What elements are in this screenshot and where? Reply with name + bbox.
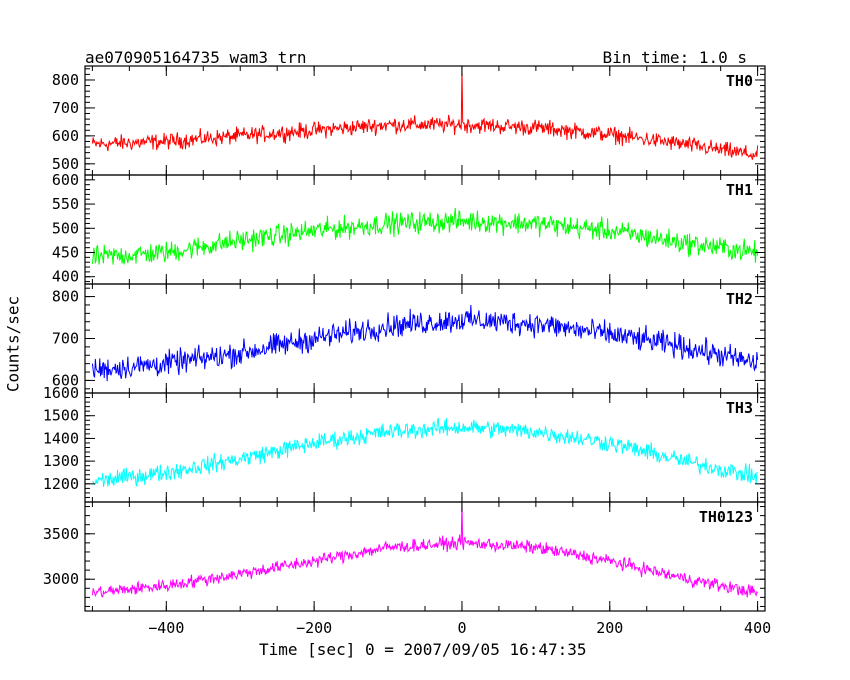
y-tick-label: 1200 xyxy=(43,475,79,493)
y-tick-label: 400 xyxy=(52,268,79,286)
panel-frame-th3 xyxy=(84,392,766,503)
x-tick-label: 200 xyxy=(596,619,623,637)
y-tick-label: 550 xyxy=(52,195,79,213)
y-tick-label: 3000 xyxy=(43,570,79,588)
y-tick-label: 1300 xyxy=(43,452,79,470)
y-tick-label: 600 xyxy=(52,171,79,189)
panel-label-th3: TH3 xyxy=(726,399,753,417)
series-line-th0 xyxy=(91,66,759,160)
y-tick-label: 1600 xyxy=(43,384,79,402)
x-tick-label: 400 xyxy=(744,619,771,637)
y-tick-label: 600 xyxy=(52,127,79,145)
x-tick-label: 0 xyxy=(457,619,466,637)
panel-label-th0123: TH0123 xyxy=(699,508,753,526)
y-tick-label: 3500 xyxy=(43,525,79,543)
panel-frame-th1 xyxy=(84,174,766,285)
x-tick-label: −200 xyxy=(296,619,332,637)
y-tick-label: 600 xyxy=(52,371,79,389)
panel-frame-th0123 xyxy=(84,501,766,612)
y-tick-label: 800 xyxy=(52,288,79,306)
series-line-th1 xyxy=(91,207,759,266)
bin-time-label: Bin time: 1.0 s xyxy=(602,48,748,67)
panel-label-th1: TH1 xyxy=(726,181,753,199)
y-axis-label: Counts/sec xyxy=(3,295,23,393)
y-tick-label: 500 xyxy=(52,155,79,173)
panel-label-th2: TH2 xyxy=(726,290,753,308)
chart-title: ae070905164735_wam3_trn xyxy=(85,48,307,67)
y-tick-label: 700 xyxy=(52,330,79,348)
x-tick-label: −400 xyxy=(148,619,184,637)
y-tick-label: 1500 xyxy=(43,407,79,425)
y-tick-label: 1400 xyxy=(43,429,79,447)
y-tick-label: 700 xyxy=(52,99,79,117)
series-line-th3 xyxy=(92,417,758,487)
series-line-th2 xyxy=(91,305,759,382)
x-axis-label: Time [sec] 0 = 2007/09/05 16:47:35 xyxy=(259,640,587,659)
panel-label-th0: TH0 xyxy=(726,72,753,90)
y-tick-label: 450 xyxy=(52,244,79,262)
series-line-th0123 xyxy=(91,502,759,598)
y-tick-label: 800 xyxy=(52,71,79,89)
y-tick-label: 500 xyxy=(52,219,79,237)
